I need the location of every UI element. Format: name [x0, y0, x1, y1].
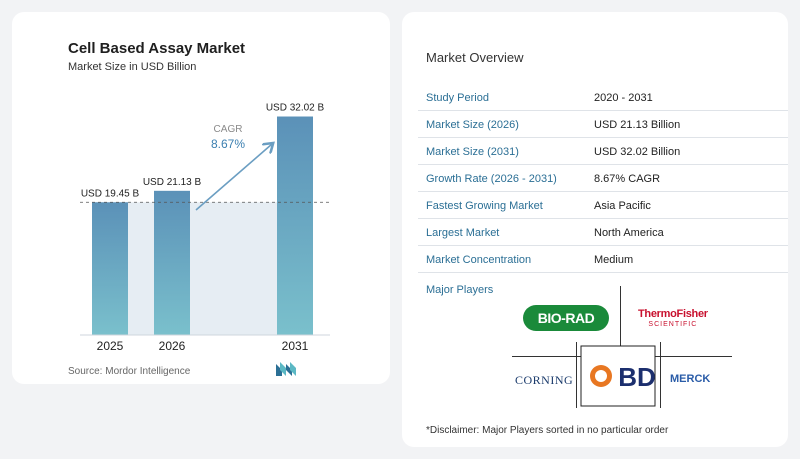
overview-row: Market Concentration Medium — [418, 246, 788, 273]
overview-row-value: USD 32.02 Billion — [594, 146, 681, 158]
overview-row: Fastest Growing Market Asia Pacific — [418, 192, 788, 219]
growth-shade — [128, 202, 154, 335]
cagr-label: CAGR — [214, 124, 243, 135]
logo-divider — [576, 342, 577, 408]
bd-logo: BD — [580, 345, 656, 407]
tick-label: 2025 — [97, 339, 124, 353]
overview-row-value: 2020 - 2031 — [594, 92, 653, 104]
bar — [92, 202, 128, 335]
overview-row-value: 8.67% CAGR — [594, 173, 661, 185]
cagr-value: 8.67% — [211, 137, 245, 151]
overview-row-label: Study Period — [426, 92, 489, 104]
overview-row: Market Size (2026) USD 21.13 Billion — [418, 111, 788, 138]
major-players-label: Major Players — [426, 284, 494, 296]
bar — [277, 116, 313, 335]
cagr-arrow — [195, 144, 272, 211]
overview-row: Growth Rate (2026 - 2031) 8.67% CAGR — [418, 165, 788, 192]
logo-divider — [620, 286, 621, 346]
data-label: USD 21.13 B — [143, 177, 202, 188]
thermofisher-logo: ThermoFisher SCIENTIFIC — [638, 308, 708, 329]
overview-row-label: Market Concentration — [426, 254, 532, 266]
data-label: USD 32.02 B — [266, 103, 325, 114]
tick-label: 2026 — [159, 339, 186, 353]
thermofisher-logo-subtext: SCIENTIFIC — [648, 321, 698, 328]
tick-label: 2031 — [282, 339, 309, 353]
chart-title: Cell Based Assay Market — [68, 40, 246, 57]
overview-title: Market Overview — [426, 50, 524, 65]
overview-row-label: Fastest Growing Market — [426, 200, 543, 212]
biorad-logo: BIO-RAD — [523, 305, 609, 331]
thermofisher-logo-text: ThermoFisher — [638, 308, 708, 320]
chart-subtitle: Market Size in USD Billion — [68, 61, 197, 73]
merck-logo: MERCK — [670, 373, 711, 385]
overview-row-label: Growth Rate (2026 - 2031) — [426, 173, 557, 185]
overview-row-label: Market Size (2031) — [426, 146, 519, 158]
logo-divider — [660, 342, 661, 408]
overview-row-label: Market Size (2026) — [426, 119, 519, 131]
overview-row-value: North America — [594, 227, 664, 239]
overview-row: Study Period 2020 - 2031 — [418, 84, 788, 111]
overview-row-value: Asia Pacific — [594, 200, 651, 212]
overview-row-label: Largest Market — [426, 227, 500, 239]
bd-logo-text: BD — [618, 362, 656, 392]
overview-row-value: USD 21.13 Billion — [594, 119, 681, 131]
disclaimer-text: *Disclaimer: Major Players sorted in no … — [426, 425, 669, 436]
mordor-logo-icon — [276, 362, 296, 376]
bar-chart: USD 19.45 B 2025 USD 21.13 B 2026 USD 32.02 … — [80, 103, 330, 353]
overview-row-value: Medium — [594, 254, 634, 266]
overview-row: Market Size (2031) USD 32.02 Billion — [418, 138, 788, 165]
growth-shade — [190, 202, 277, 335]
data-label: USD 19.45 B — [81, 188, 140, 199]
bar — [154, 190, 190, 335]
source-text: Source: Mordor Intelligence — [68, 366, 191, 377]
corning-logo: CORNING — [515, 373, 574, 387]
overview-row: Largest Market North America — [418, 219, 788, 246]
